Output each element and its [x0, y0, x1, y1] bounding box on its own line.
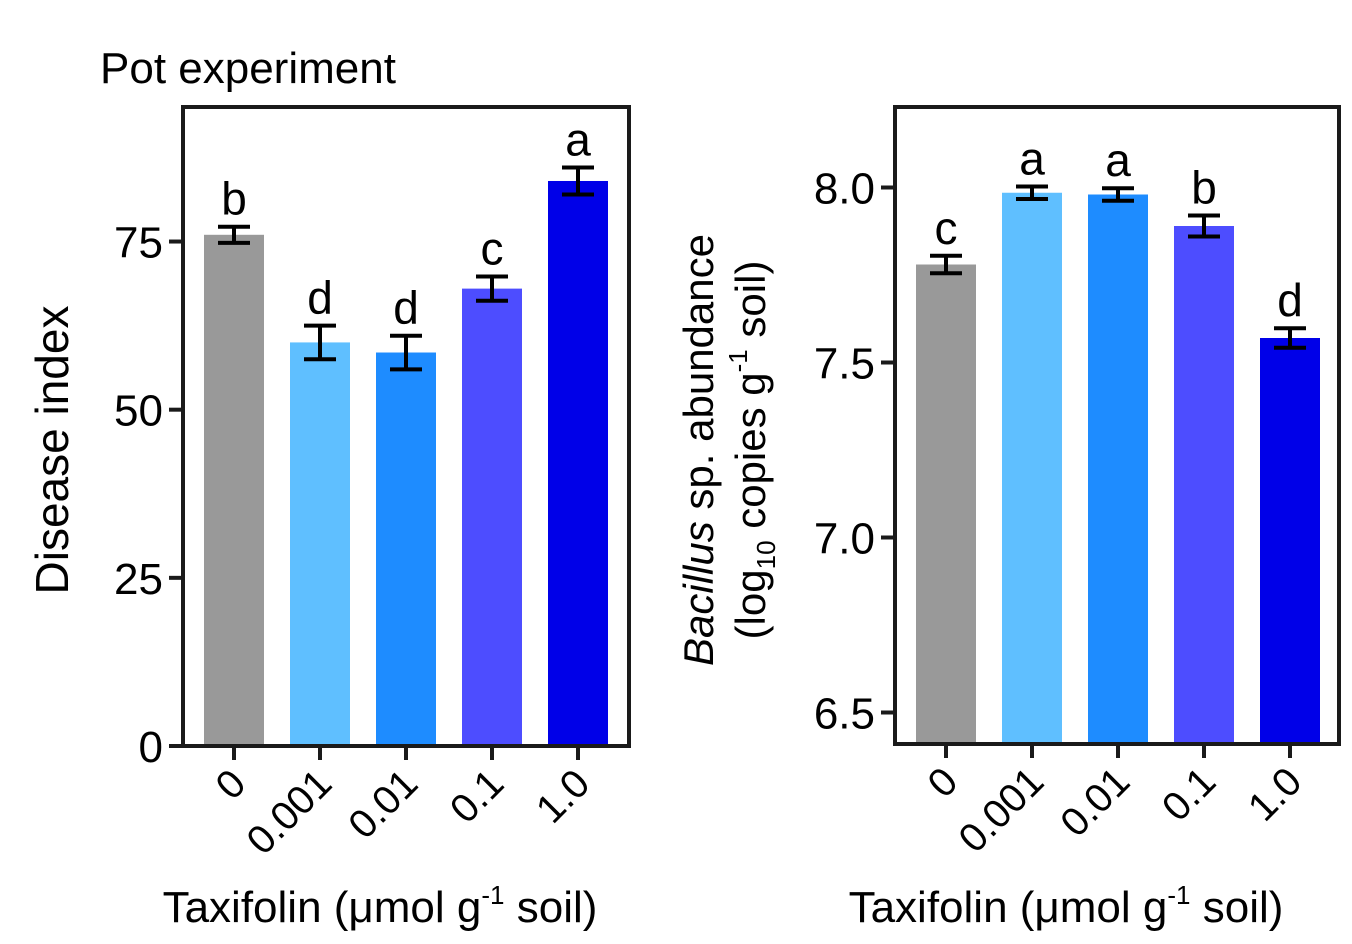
bar: [1174, 226, 1234, 744]
significance-letter: d: [393, 282, 419, 334]
chart-title: Pot experiment: [100, 44, 396, 93]
bacillus-abundance-chart: c a a b d 6.5 7.0 7.5 8.0 00.001 0.01 0.1 1.0 Baci…: [675, 105, 1341, 932]
x-tick-label: 1.0: [1240, 759, 1310, 829]
y-tick-label: 50: [114, 387, 163, 436]
y-axis-label: Bacillus sp. abundance (log10 copies g-1…: [675, 234, 781, 666]
bar: [916, 264, 976, 744]
x-tick-label: 0: [208, 761, 255, 808]
x-tick-label: 0.01: [340, 761, 426, 847]
significance-letter: b: [1191, 162, 1217, 214]
x-axis-ticks: 00.001 0.01 0.1 1.0: [920, 744, 1310, 861]
bar: [1260, 338, 1320, 744]
y-axis-label-line1: Bacillus sp. abundance: [675, 234, 722, 666]
x-axis-label: Taxifolin (μmol g-1 soil): [163, 880, 598, 932]
y-axis-label: Disease index: [26, 306, 78, 595]
y-axis-label-line2: (log10 copies g-1 soil): [723, 261, 781, 640]
significance-letter: b: [221, 173, 247, 225]
bar: [290, 342, 350, 746]
bar: [462, 288, 522, 746]
significance-letter: a: [1019, 132, 1045, 184]
x-tick-label: 1.0: [528, 761, 598, 831]
bar: [548, 180, 608, 746]
y-axis-ticks: 6.5 7.0 7.5 8.0: [814, 165, 895, 739]
significance-letter: a: [1105, 134, 1131, 186]
y-tick-label: 0: [139, 723, 163, 772]
y-axis-ticks: 0 25 50 75: [114, 219, 183, 772]
bar: [1088, 194, 1148, 744]
x-tick-label: 0.001: [238, 761, 340, 863]
y-tick-label: 7.0: [814, 515, 875, 564]
bar: [204, 234, 264, 747]
x-tick-label: 0.1: [442, 761, 512, 831]
bars: c a a b d: [916, 132, 1320, 744]
significance-letter: d: [1277, 274, 1303, 326]
y-tick-label: 25: [114, 555, 163, 604]
x-axis-ticks: 00.001 0.01 0.1 1.0: [208, 746, 598, 863]
significance-letter: c: [935, 202, 958, 254]
y-tick-label: 6.5: [814, 690, 875, 739]
significance-letter: a: [565, 114, 591, 166]
y-tick-label: 75: [114, 219, 163, 268]
x-axis-label: Taxifolin (μmol g-1 soil): [849, 880, 1284, 932]
bar: [1002, 192, 1062, 744]
significance-letter: c: [481, 223, 504, 275]
y-tick-label: 8.0: [814, 165, 875, 214]
x-tick-label: 0.1: [1154, 759, 1224, 829]
bars: b d d c a: [204, 114, 608, 747]
bar: [376, 352, 436, 746]
x-tick-label: 0.001: [950, 759, 1052, 861]
y-tick-label: 7.5: [814, 340, 875, 389]
x-tick-label: 0.01: [1052, 759, 1138, 845]
significance-letter: d: [307, 272, 333, 324]
x-tick-label: 0: [920, 759, 967, 806]
